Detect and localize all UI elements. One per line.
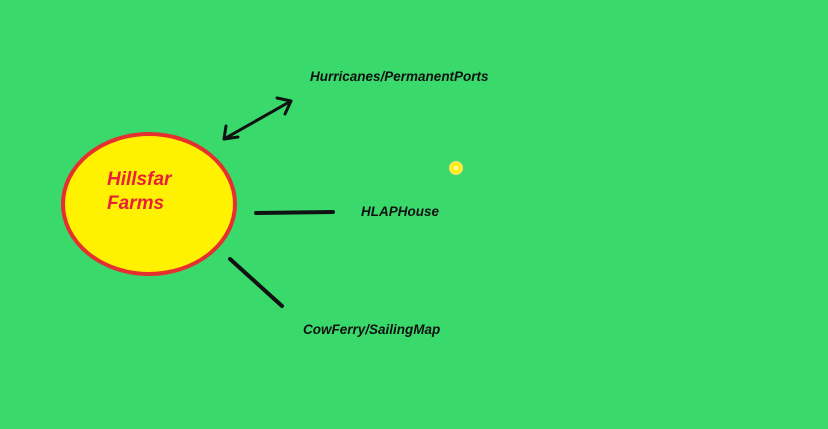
connector-arrow-hurricanes	[222, 96, 293, 141]
node-label-hurricanes: Hurricanes/PermanentPorts	[310, 69, 489, 84]
center-label-line2: Farms	[107, 193, 165, 214]
node-label-hlaphouse: HLAPHouse	[361, 204, 440, 219]
center-node-label: Hillsfar Farms	[107, 168, 171, 216]
node-label-cowferry: CowFerry/SailingMap	[303, 322, 441, 337]
center-node-ellipse	[61, 132, 237, 276]
yellow-dot	[449, 161, 463, 175]
connector-line-hlap	[254, 210, 335, 215]
connector-line-cowferry	[228, 257, 284, 308]
center-label-line1: Hillsfar	[107, 169, 172, 190]
